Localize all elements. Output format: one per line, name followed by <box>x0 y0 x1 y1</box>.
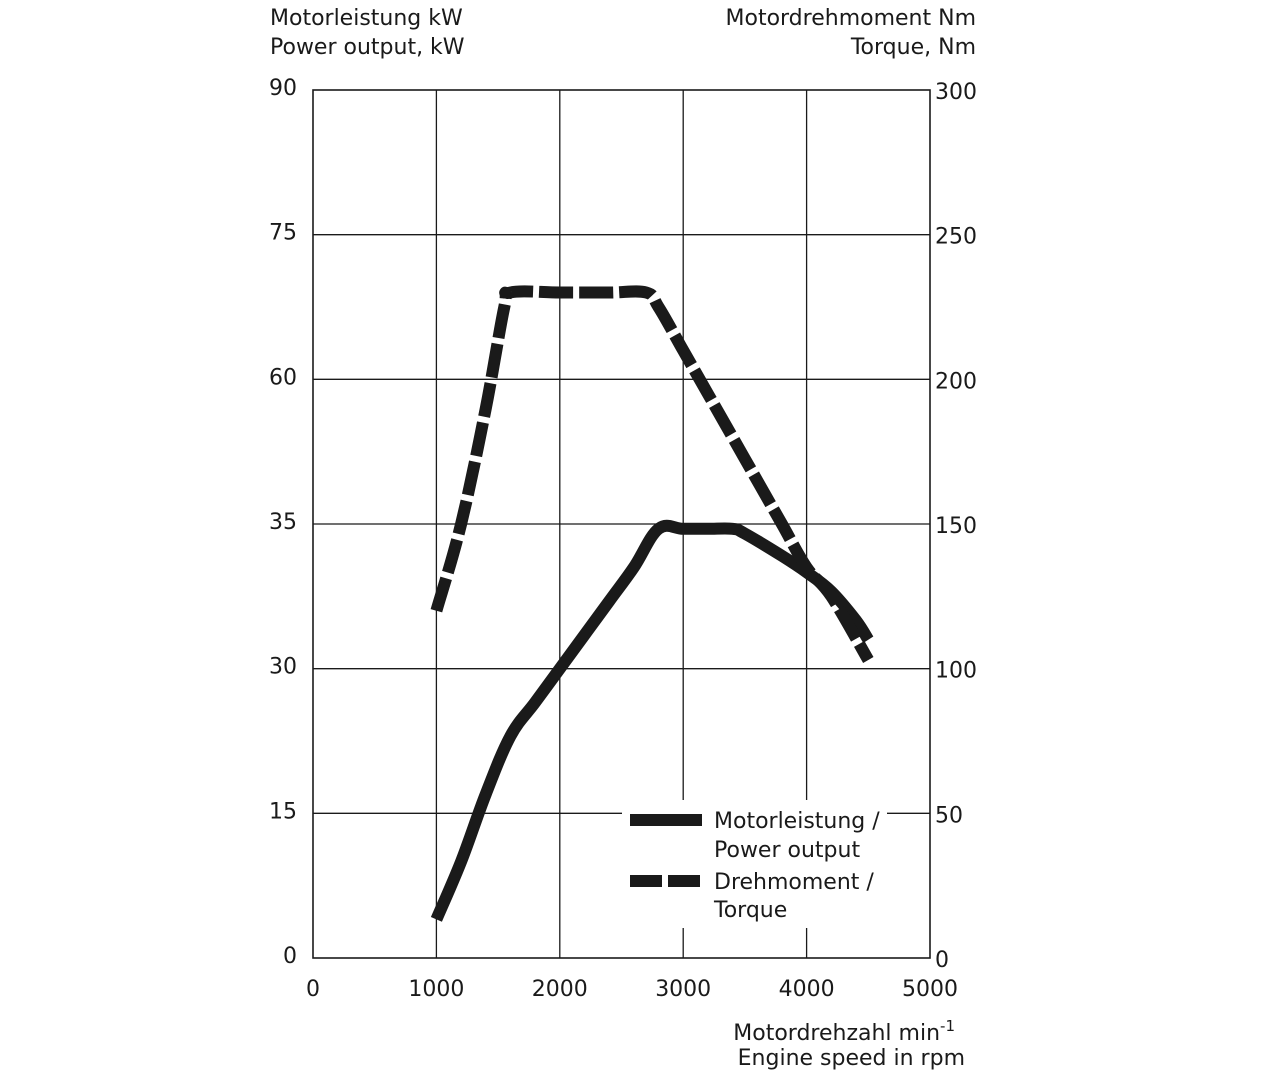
legend-torque-line2: Torque <box>713 898 787 923</box>
right-tick-label: 0 <box>935 948 949 973</box>
right-axis-title-line2: Torque, Nm <box>850 35 976 60</box>
tick-labels: 0 1000 2000 3000 4000 5000 0 15 30 35 60 75 90 0 50 100… <box>269 76 977 1002</box>
left-axis-title-line1: Motorleistung kW <box>270 6 463 31</box>
x-axis-title-line1: Motordrehzahl min-1 <box>733 1017 955 1046</box>
right-tick-label: 100 <box>935 659 977 684</box>
left-tick-label: 0 <box>283 944 297 969</box>
left-tick-label: 60 <box>269 365 297 390</box>
x-tick-label: 1000 <box>408 977 464 1002</box>
left-tick-label: 35 <box>269 510 297 535</box>
right-tick-label: 250 <box>935 225 977 250</box>
left-tick-label: 30 <box>269 655 297 680</box>
x-axis-title-line2: Engine speed in rpm <box>738 1046 965 1071</box>
legend: Motorleistung / Power output Drehmoment … <box>622 800 887 928</box>
legend-power-line2: Power output <box>714 838 860 863</box>
right-tick-label: 150 <box>935 514 977 539</box>
left-axis-title-line2: Power output, kW <box>270 35 465 60</box>
left-tick-label: 75 <box>269 221 297 246</box>
legend-power-line1: Motorleistung / <box>714 809 880 834</box>
x-tick-label: 0 <box>306 977 320 1002</box>
plot-frame <box>312 89 931 959</box>
right-tick-label: 200 <box>935 369 977 394</box>
right-tick-label: 300 <box>935 80 977 105</box>
series-layer <box>430 285 874 922</box>
right-tick-label: 50 <box>935 803 963 828</box>
right-axis-title-line1: Motordrehmoment Nm <box>726 6 977 31</box>
x-tick-label: 3000 <box>655 977 711 1002</box>
x-axis-title-superscript: -1 <box>940 1017 955 1035</box>
legend-torque-line1: Drehmoment / <box>714 870 874 895</box>
x-axis-title-text: Motordrehzahl min <box>733 1021 940 1046</box>
torque-series-line <box>430 285 874 664</box>
x-tick-label: 2000 <box>532 977 588 1002</box>
x-tick-label: 5000 <box>902 977 958 1002</box>
x-tick-label: 4000 <box>779 977 835 1002</box>
left-tick-label: 15 <box>269 799 297 824</box>
left-tick-label: 90 <box>269 76 297 101</box>
